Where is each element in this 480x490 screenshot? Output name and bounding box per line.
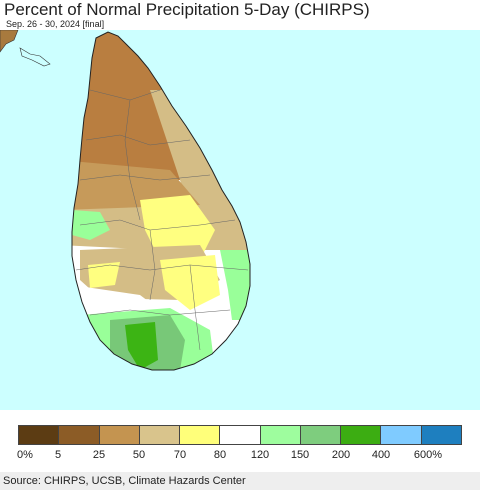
- map-title: Percent of Normal Precipitation 5-Day (C…: [4, 0, 370, 19]
- zone-east-green: [220, 250, 250, 320]
- legend-swatch-0: [19, 426, 60, 444]
- legend-ticks: 0% 5 25 50 70 80 120 150 200 400 600%: [0, 449, 480, 463]
- legend-swatch-1: [59, 426, 100, 444]
- source-footer: Source: CHIRPS, UCSB, Climate Hazards Ce…: [0, 472, 480, 490]
- map-subtitle: Sep. 26 - 30, 2024 [final]: [6, 19, 105, 29]
- map-panel: [0, 30, 480, 410]
- legend-tick-label: 5: [54, 449, 62, 461]
- sri-lanka-map: [0, 30, 251, 371]
- legend-swatch-9: [381, 426, 422, 444]
- legend-tick-label: 25: [92, 449, 106, 461]
- legend-tick-label: 200: [331, 449, 351, 461]
- legend-tick-label: 400: [371, 449, 391, 461]
- legend-swatch-7: [300, 426, 342, 444]
- legend-swatch-8: [341, 426, 382, 444]
- legend-tick-label: 70: [173, 449, 187, 461]
- legend-swatch-4: [180, 426, 221, 444]
- district-boundaries: [75, 89, 249, 351]
- india-coast-islands: [19, 47, 51, 67]
- color-legend: [18, 425, 462, 445]
- legend-tick-label: 150: [290, 449, 310, 461]
- legend-swatch-2: [99, 426, 140, 444]
- india-landmass: [0, 30, 19, 53]
- legend-swatch-3: [139, 426, 181, 444]
- legend-tick-label: 120: [250, 449, 270, 461]
- legend-tick-label: 600%: [413, 449, 443, 461]
- source-text: Source: CHIRPS, UCSB, Climate Hazards Ce…: [3, 475, 246, 487]
- zone-west-green: [72, 210, 110, 240]
- legend-swatch-6: [260, 426, 301, 444]
- legend-swatch-5: [220, 426, 261, 444]
- legend-swatch-10: [421, 426, 461, 444]
- zone-west-yellow: [88, 262, 120, 288]
- zone-dark-green-core: [125, 322, 158, 370]
- zone-base: [72, 32, 250, 370]
- legend-tick-label: 80: [213, 449, 227, 461]
- zone-mid-yellow: [160, 255, 220, 310]
- island-outline: [71, 31, 251, 371]
- legend-tick-label: 50: [132, 449, 146, 461]
- legend-tick-label: 0%: [17, 449, 33, 461]
